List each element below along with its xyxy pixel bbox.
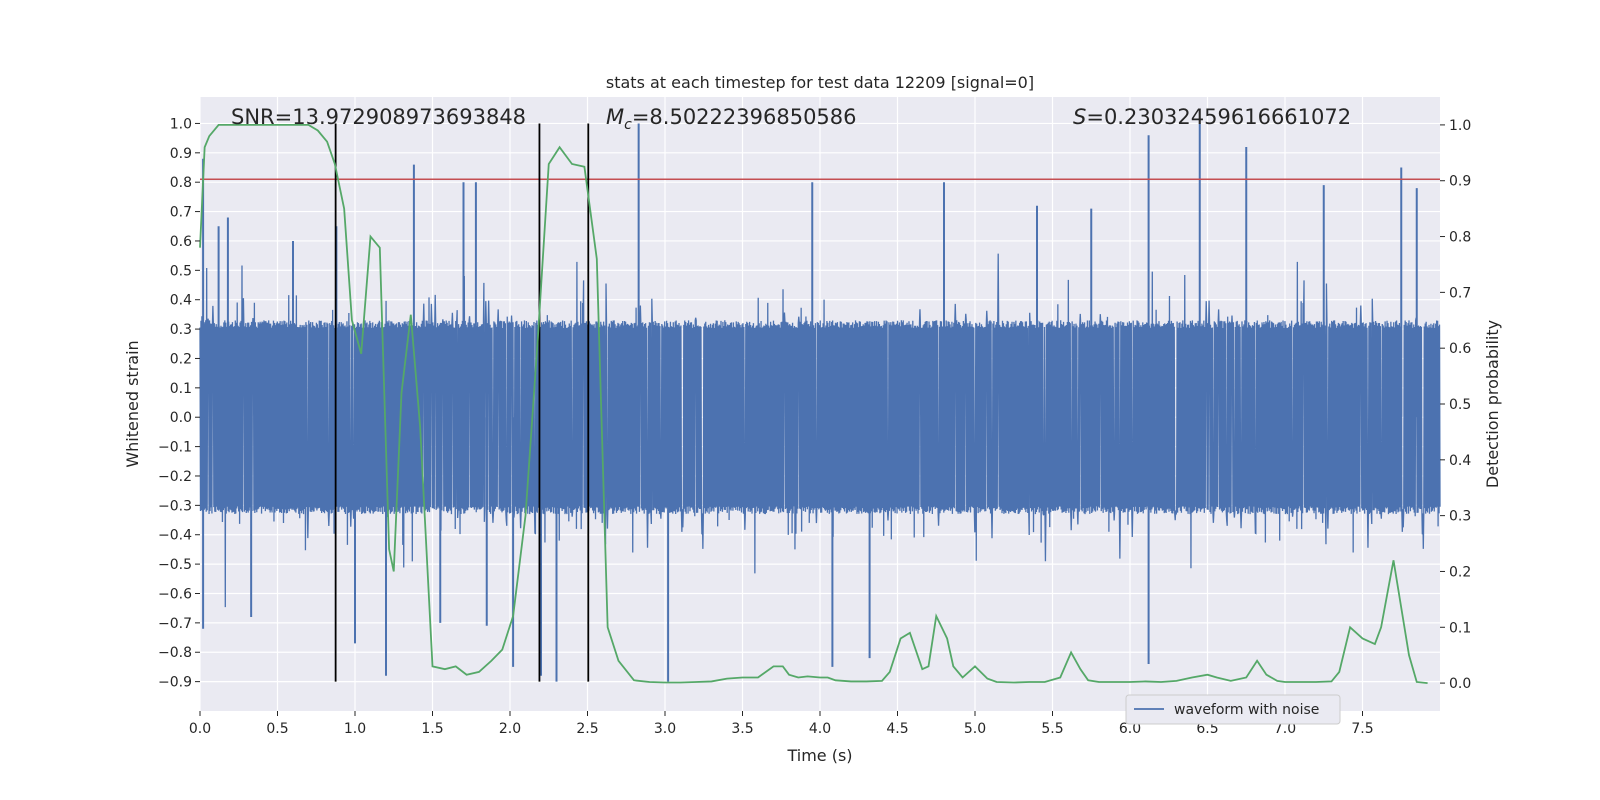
- x-tick-label: 5.5: [1041, 721, 1063, 737]
- y-left-axis-label: Whitened strain: [123, 340, 142, 467]
- x-tick-label: 5.0: [964, 721, 986, 737]
- y-left-tick-label: 1.0: [170, 116, 192, 132]
- legend-label-waveform: waveform with noise: [1174, 702, 1319, 718]
- y-right-tick-label: 1.0: [1449, 118, 1471, 134]
- y-right-tick-label: 0.2: [1449, 564, 1471, 580]
- y-right-tick-label: 0.3: [1449, 509, 1471, 525]
- x-tick-label: 6.5: [1196, 721, 1218, 737]
- x-tick-label: 0.5: [266, 721, 288, 737]
- y-left-tick-label: 0.6: [170, 234, 192, 250]
- x-tick-label: 4.0: [809, 721, 831, 737]
- chart-title: stats at each timestep for test data 122…: [606, 73, 1034, 92]
- y-right-tick-label: 0.8: [1449, 230, 1471, 246]
- y-left-tick-label: 0.0: [170, 410, 192, 426]
- y-right-axis-label: Detection probability: [1483, 320, 1502, 488]
- s-statistic-annotation: S=0.23032459616661072: [1073, 105, 1351, 129]
- x-tick-label: 1.5: [421, 721, 443, 737]
- y-left-tick-label: 0.2: [170, 351, 192, 367]
- waveform-series: [199, 253, 1441, 608]
- x-tick-label: 3.0: [654, 721, 676, 737]
- y-right-tick-label: 0.5: [1449, 397, 1471, 413]
- y-left-tick-label: 0.9: [170, 146, 192, 162]
- x-tick-label: 3.5: [731, 721, 753, 737]
- y-left-tick-label: −0.3: [158, 498, 192, 514]
- y-right-tick-label: 0.7: [1449, 285, 1471, 301]
- y-left-tick-label: 0.4: [170, 293, 192, 309]
- x-tick-label: 0.0: [189, 721, 211, 737]
- legend-box: [1125, 694, 1341, 725]
- y-right-tick-label: 0.1: [1449, 620, 1471, 636]
- chirp-mass-annotation: Mc=8.50222396850586: [606, 105, 857, 133]
- y-right-tick-label: 0.0: [1449, 676, 1471, 692]
- y-left-tick-label: −0.7: [158, 616, 192, 632]
- y-left-tick-label: −0.8: [158, 645, 192, 661]
- y-left-tick-label: 0.7: [170, 205, 192, 221]
- y-left-tick-label: −0.9: [158, 675, 192, 691]
- x-tick-label: 2.0: [499, 721, 521, 737]
- y-left-tick-label: −0.2: [158, 469, 192, 485]
- x-tick-label: 7.5: [1351, 721, 1373, 737]
- detection-probability-line: [199, 124, 1428, 684]
- y-left-tick-label: −0.6: [158, 586, 192, 602]
- y-left-tick-label: 0.1: [170, 381, 192, 397]
- y-left-tick-label: −0.1: [158, 440, 192, 456]
- x-tick-label: 6.0: [1119, 721, 1141, 737]
- y-left-tick-label: −0.4: [158, 528, 192, 544]
- y-right-tick-label: 0.9: [1449, 174, 1471, 190]
- x-tick-label: 4.5: [886, 721, 908, 737]
- snr-annotation: SNR=13.972908973693848: [231, 105, 526, 129]
- x-tick-label: 2.5: [576, 721, 598, 737]
- y-left-tick-label: 0.3: [170, 322, 192, 338]
- y-right-tick-label: 0.6: [1449, 341, 1471, 357]
- y-left-tick-label: 0.8: [170, 175, 192, 191]
- y-left-tick-label: 0.5: [170, 263, 192, 279]
- y-left-tick-label: −0.5: [158, 557, 192, 573]
- y-right-tick-label: 0.4: [1449, 453, 1471, 469]
- x-tick-label: 7.0: [1274, 721, 1296, 737]
- x-axis-label: Time (s): [786, 746, 852, 765]
- x-tick-label: 1.0: [344, 721, 366, 737]
